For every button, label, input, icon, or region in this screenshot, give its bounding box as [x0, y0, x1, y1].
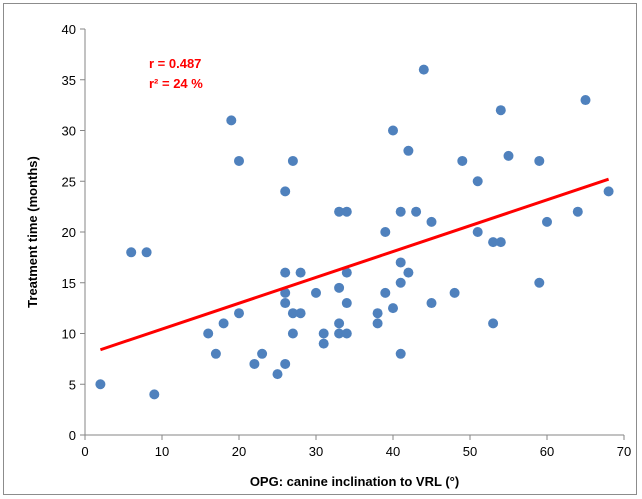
x-axis-title: OPG: canine inclination to VRL (°)	[250, 474, 459, 489]
data-point	[341, 298, 352, 309]
data-point	[341, 267, 352, 278]
annotation-r-squared: r² = 24 %	[149, 76, 203, 91]
y-tick-label: 40	[62, 22, 76, 37]
data-point	[372, 318, 383, 329]
data-point	[603, 186, 614, 197]
data-point	[495, 105, 506, 116]
x-tick-label: 20	[232, 444, 246, 459]
y-tick-label: 30	[62, 124, 76, 139]
data-point	[295, 308, 306, 319]
scatter-chart: 0 10 20 30 40 50 60 70 0 5 10 15 20 25 30 35 40 r = 0.48…	[25, 22, 632, 489]
data-point	[334, 318, 345, 329]
data-point	[141, 247, 152, 258]
y-tick-label: 35	[62, 73, 76, 88]
data-point	[234, 308, 244, 319]
data-point	[341, 328, 352, 339]
data-point	[280, 358, 291, 369]
data-point	[488, 237, 499, 248]
data-point	[280, 186, 291, 197]
x-tick-label: 0	[81, 444, 88, 459]
data-point	[380, 227, 391, 237]
data-point	[287, 328, 298, 339]
chart-frame: 0 10 20 30 40 50 60 70 0 5 10 15 20 25 30 35 40 r = 0.48…	[3, 3, 637, 495]
data-point	[403, 267, 414, 278]
data-point	[226, 115, 237, 126]
data-point	[380, 287, 391, 298]
data-point	[472, 176, 483, 187]
data-point	[411, 206, 422, 217]
y-tick-label: 0	[69, 428, 76, 443]
data-point	[257, 348, 268, 359]
data-point	[126, 247, 137, 258]
data-point	[95, 379, 106, 390]
data-point	[449, 287, 460, 298]
data-point	[457, 155, 468, 166]
x-tick-label: 40	[386, 444, 400, 459]
data-point	[295, 267, 306, 278]
y-tick-label: 10	[62, 327, 76, 342]
data-points	[95, 64, 614, 400]
data-point	[534, 155, 545, 166]
data-point	[395, 277, 406, 288]
data-point	[488, 318, 499, 329]
data-point	[280, 298, 291, 309]
data-point	[388, 303, 398, 314]
data-point	[280, 287, 291, 298]
x-tick-label: 60	[540, 444, 554, 459]
data-point	[542, 216, 552, 227]
tick-labels: 0 10 20 30 40 50 60 70 0 5 10 15 20 25 30 35 40	[62, 22, 632, 459]
x-tick-label: 50	[463, 444, 477, 459]
data-point	[149, 389, 160, 400]
data-point	[287, 308, 298, 319]
data-point	[334, 328, 345, 339]
data-point	[218, 318, 229, 329]
data-point	[572, 206, 583, 217]
x-tick-label: 10	[155, 444, 169, 459]
data-point	[280, 267, 291, 278]
data-point	[311, 287, 321, 298]
axes	[80, 28, 625, 440]
data-point	[395, 348, 406, 359]
y-tick-label: 20	[62, 225, 76, 240]
data-point	[495, 237, 506, 248]
data-point	[395, 206, 406, 217]
data-point	[534, 277, 545, 288]
data-point	[580, 95, 591, 106]
trendline	[99, 177, 610, 352]
data-point	[334, 206, 345, 217]
data-point	[426, 216, 437, 227]
data-point	[210, 348, 221, 359]
x-tick-label: 70	[617, 444, 631, 459]
data-point	[395, 257, 406, 268]
y-axis-title: Treatment time (months)	[25, 156, 40, 308]
data-point	[418, 64, 429, 75]
data-point	[234, 155, 244, 166]
data-point	[426, 298, 437, 309]
data-point	[272, 369, 283, 380]
data-point	[203, 328, 214, 339]
y-tick-label: 15	[62, 276, 76, 291]
y-tick-label: 5	[69, 377, 76, 392]
data-point	[388, 125, 398, 136]
trendline-group	[99, 177, 610, 352]
data-point	[503, 150, 514, 161]
y-tick-label: 25	[62, 174, 76, 189]
annotation-r: r = 0.487	[149, 56, 201, 71]
data-point	[403, 145, 414, 156]
data-point	[372, 308, 383, 319]
data-point	[249, 358, 260, 369]
data-point	[287, 155, 298, 166]
data-point	[334, 282, 345, 293]
x-tick-label: 30	[309, 444, 323, 459]
data-point	[472, 227, 483, 237]
data-point	[318, 338, 329, 349]
data-point	[341, 206, 352, 217]
data-point	[318, 328, 329, 339]
